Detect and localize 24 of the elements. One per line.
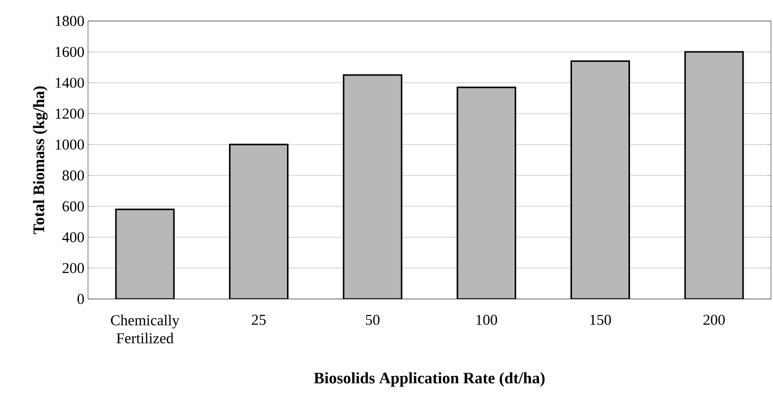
x-tick-label: 50 — [366, 314, 380, 325]
y-tick-label: 1000 — [56, 139, 84, 150]
y-tick-label: 1800 — [56, 16, 84, 26]
y-axis-title: Total Biomass (kg/ha) — [32, 86, 48, 234]
bar — [229, 144, 289, 299]
x-tick-label: Chemically Fertilized — [110, 314, 180, 344]
bar — [456, 86, 516, 299]
x-tick-label: 200 — [703, 314, 725, 325]
bar — [115, 208, 175, 299]
bar — [342, 74, 402, 299]
y-tick-label: 0 — [78, 294, 84, 304]
x-tick-label: 25 — [252, 314, 266, 325]
y-tick-label: 800 — [62, 170, 84, 180]
x-tick-label: 100 — [476, 314, 498, 325]
y-tick-label: 1600 — [56, 46, 84, 57]
bar — [684, 51, 744, 299]
x-tick-label: 150 — [590, 314, 611, 325]
y-tick-label: 200 — [62, 263, 84, 274]
y-tick-label: 600 — [62, 201, 84, 212]
y-tick-label: 400 — [62, 232, 84, 242]
bar — [570, 60, 630, 299]
x-axis-title: Biosolids Application Rate (dt/ha) — [314, 372, 545, 387]
y-tick-label: 1200 — [56, 108, 84, 119]
y-tick-label: 1400 — [56, 78, 84, 88]
